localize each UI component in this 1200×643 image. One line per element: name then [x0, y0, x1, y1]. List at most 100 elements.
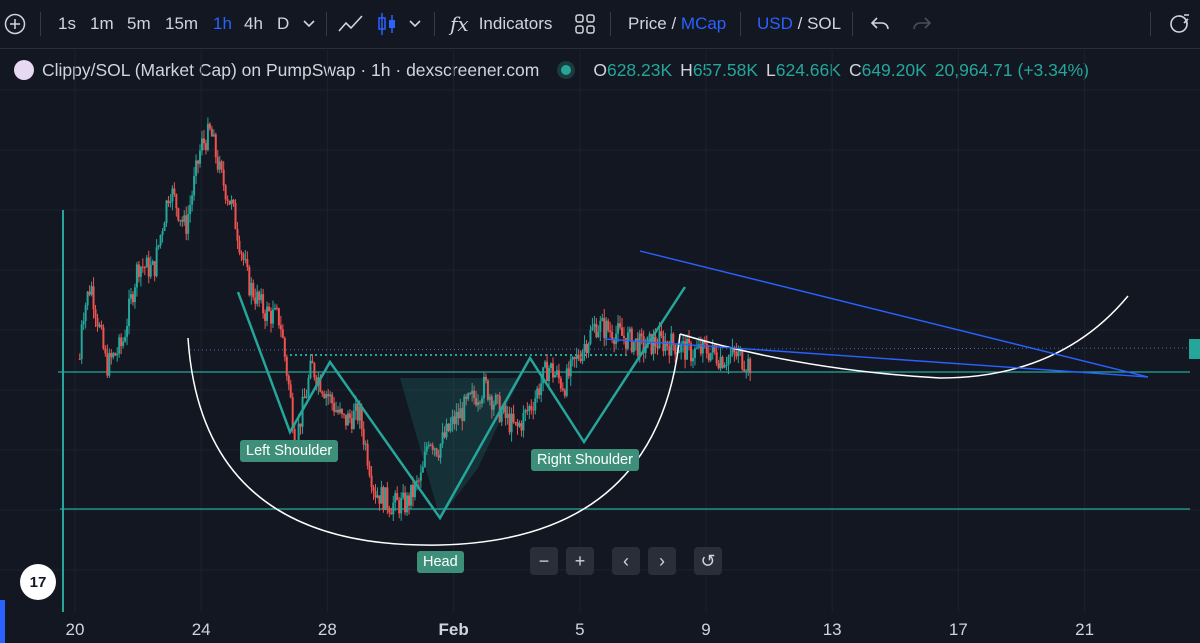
x-tick-label: 20	[65, 620, 85, 639]
price-chart[interactable]	[0, 48, 1200, 612]
candle-body	[654, 336, 657, 347]
candle-body	[382, 487, 385, 510]
candle-body	[729, 354, 732, 357]
candle-body	[204, 143, 207, 151]
indicators-button[interactable]: fx Indicators	[450, 12, 553, 36]
candle-body	[191, 195, 194, 205]
redo-icon[interactable]	[912, 0, 932, 48]
candle-body	[482, 376, 485, 399]
candle-body	[494, 394, 497, 405]
currency-toggle[interactable]: USD / SOL	[757, 14, 842, 33]
interval-1h[interactable]: 1h	[213, 14, 232, 33]
reset-chart-button[interactable]: ↺	[694, 547, 722, 575]
candle-body	[640, 333, 643, 337]
last-price-line	[189, 347, 1191, 351]
candle-body	[175, 194, 178, 209]
candle-body	[362, 428, 365, 445]
candle-body	[380, 487, 383, 504]
price-mcap-toggle[interactable]: Price / MCap	[628, 14, 727, 33]
candle-body	[90, 286, 93, 295]
candle-body	[690, 343, 693, 362]
candle-body	[585, 343, 588, 354]
candle-body	[707, 353, 710, 361]
snapshot-icon[interactable]	[1168, 0, 1192, 48]
candle-body	[739, 350, 742, 352]
tradingview-logo[interactable]: 17	[20, 564, 56, 600]
candle-body	[256, 291, 259, 304]
chart-type-chevron-down-icon[interactable]	[409, 0, 421, 48]
interval-d[interactable]: D	[277, 14, 290, 33]
candle-body	[423, 451, 426, 467]
candle-body	[396, 493, 399, 501]
candle-body	[415, 480, 418, 483]
candle-body	[339, 409, 342, 413]
candle-body	[206, 123, 209, 151]
candle-body	[161, 231, 164, 235]
candles-icon[interactable]	[377, 0, 397, 48]
handle-arc	[679, 295, 1129, 379]
candle-body	[467, 393, 470, 399]
candle-body	[595, 323, 598, 337]
candle-body	[609, 330, 612, 332]
candle-body	[518, 423, 521, 427]
undo-icon[interactable]	[870, 0, 890, 48]
candle-body	[670, 333, 673, 356]
right-shoulder-label[interactable]: Right Shoulder	[531, 449, 639, 471]
interval-15m[interactable]: 15m	[165, 14, 199, 33]
candle-body	[688, 338, 691, 344]
time-axis[interactable]: 20 24 28 Feb 5 9 13 17 21	[0, 612, 1200, 643]
candle-body	[358, 407, 361, 421]
candle-body	[372, 487, 375, 491]
add-symbol-icon[interactable]	[4, 0, 26, 48]
candle-body	[368, 465, 371, 476]
line-chart-icon[interactable]	[338, 0, 364, 48]
head-shoulders-pattern	[236, 286, 687, 521]
symbol-title: Clippy/SOL (Market Cap) on PumpSwap · 1h…	[42, 59, 540, 80]
candle-body	[477, 402, 480, 406]
candle-body	[244, 259, 247, 261]
candle-body	[329, 394, 332, 397]
interval-4h[interactable]: 4h	[244, 14, 263, 33]
candle-body	[680, 343, 683, 352]
candle-body	[86, 291, 89, 306]
function-icon: fx	[450, 12, 469, 36]
candle-body	[230, 199, 233, 205]
candle-body	[335, 410, 338, 412]
candle-body	[153, 261, 156, 277]
candle-body	[181, 219, 184, 222]
candle-body	[116, 353, 119, 356]
candle-body	[340, 409, 343, 414]
interval-5m[interactable]: 5m	[127, 14, 151, 33]
drawing-toolbar-edge[interactable]	[0, 600, 5, 643]
scroll-right-button[interactable]: ›	[648, 547, 676, 575]
candle-body	[333, 403, 336, 412]
candle-body	[220, 161, 223, 170]
candle-body	[620, 327, 623, 336]
candle-body	[155, 247, 158, 277]
candle-body	[173, 188, 176, 195]
candle-body	[100, 324, 103, 328]
candle-body	[281, 329, 284, 338]
scroll-left-button[interactable]: ‹	[612, 547, 640, 575]
layout-grid-icon[interactable]	[574, 0, 596, 48]
candle-body	[638, 333, 641, 356]
left-shoulder-label[interactable]: Left Shoulder	[240, 440, 339, 462]
candle-body	[512, 413, 515, 423]
interval-chevron-down-icon[interactable]	[303, 0, 315, 48]
chart-legend: Clippy/SOL (Market Cap) on PumpSwap · 1h…	[14, 58, 1089, 82]
candle-body	[390, 512, 393, 515]
candle-body	[628, 328, 631, 333]
candle-body	[725, 365, 728, 367]
candle-body	[315, 377, 318, 386]
x-tick-label: 24	[191, 620, 211, 639]
interval-1m[interactable]: 1m	[90, 14, 114, 33]
zoom-out-button[interactable]: −	[530, 547, 558, 575]
candle-body	[617, 323, 620, 334]
head-label[interactable]: Head	[417, 551, 464, 573]
candle-body	[473, 390, 476, 398]
candle-body	[224, 185, 227, 200]
interval-1s[interactable]: 1s	[58, 14, 76, 33]
zoom-in-button[interactable]: +	[566, 547, 594, 575]
candle-body	[536, 388, 539, 399]
candle-body	[236, 229, 239, 241]
